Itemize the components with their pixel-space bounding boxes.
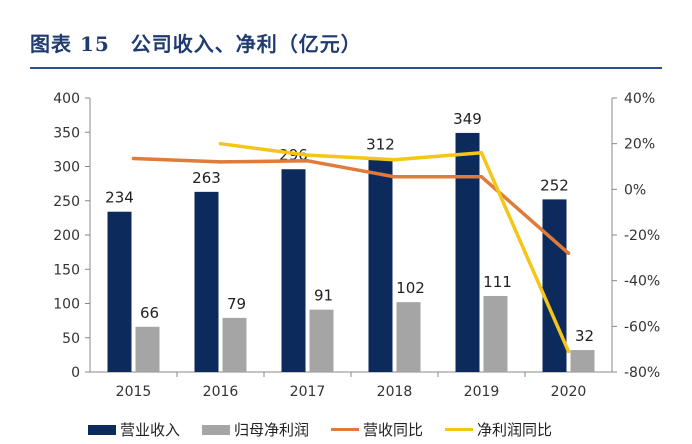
bar-net-profit <box>483 295 508 372</box>
point-profit-yoy <box>566 349 571 354</box>
bar-net-profit <box>135 326 160 372</box>
data-label-net-profit: 102 <box>396 279 425 297</box>
data-label-revenue: 349 <box>453 110 482 128</box>
legend-label-revenue-yoy: 营收同比 <box>363 421 424 439</box>
right-tick-label: -60% <box>624 319 660 335</box>
legend-label-profit-yoy: 净利润同比 <box>477 421 553 439</box>
line-profit-yoy <box>220 141 571 353</box>
bar-revenue <box>107 211 132 372</box>
left-tick-label: 100 <box>53 297 80 313</box>
data-label-net-profit: 66 <box>140 304 159 322</box>
left-tick-label: 0 <box>71 365 80 381</box>
point-revenue-yoy <box>305 158 310 163</box>
x-tick-label: 2020 <box>551 384 587 400</box>
legend-item-profit-yoy: 净利润同比 <box>445 419 552 440</box>
legend-swatch-revenue-yoy <box>331 428 360 431</box>
left-tick-label: 250 <box>53 194 80 210</box>
bar-revenue <box>194 191 219 372</box>
point-revenue-yoy <box>131 156 136 161</box>
legend-swatch-net-profit <box>202 424 231 435</box>
right-tick-label: 40% <box>624 91 655 107</box>
legend-label-revenue: 营业收入 <box>120 421 181 439</box>
data-label-revenue: 312 <box>366 135 395 153</box>
bar-net-profit <box>570 350 595 372</box>
legend-swatch-revenue <box>88 424 116 435</box>
bar-net-profit <box>309 309 334 372</box>
point-revenue-yoy <box>566 251 571 256</box>
point-revenue-yoy <box>218 160 223 164</box>
title-divider <box>30 67 662 69</box>
legend: 营业收入 归母净利润 营收同比 净利润同比 <box>88 419 574 440</box>
data-label-net-profit: 111 <box>483 273 512 291</box>
right-tick-label: -20% <box>624 228 660 244</box>
x-tick-label: 2018 <box>377 384 413 400</box>
legend-label-net-profit: 归母净利润 <box>234 421 310 439</box>
x-tick-label: 2019 <box>464 384 500 400</box>
x-tick-label: 2015 <box>116 384 152 400</box>
data-label-revenue: 263 <box>192 169 221 187</box>
right-tick-label: 0% <box>624 182 646 198</box>
left-tick-label: 50 <box>62 331 80 347</box>
bar-revenue <box>368 158 393 372</box>
right-tick-label: -80% <box>624 365 660 381</box>
left-tick-label: 200 <box>53 228 80 244</box>
point-revenue-yoy <box>479 174 484 179</box>
legend-item-revenue-yoy: 营收同比 <box>331 419 423 440</box>
point-profit-yoy <box>479 151 484 155</box>
data-label-net-profit: 32 <box>575 327 594 345</box>
bar-revenue <box>542 199 567 372</box>
chart-title: 图表 15 公司收入、净利（亿元） <box>30 32 362 56</box>
point-profit-yoy <box>218 141 223 146</box>
left-tick-label: 400 <box>53 91 80 107</box>
bar-revenue <box>455 132 480 372</box>
right-tick-label: 20% <box>624 137 655 153</box>
point-profit-yoy <box>305 153 310 157</box>
data-label-revenue: 252 <box>540 176 569 194</box>
x-tick-label: 2016 <box>203 384 239 400</box>
point-profit-yoy <box>392 157 397 162</box>
data-label-revenue: 234 <box>105 189 134 207</box>
left-tick-label: 150 <box>53 262 80 278</box>
bar-revenue <box>281 169 306 372</box>
left-tick-label: 350 <box>53 125 80 141</box>
legend-item-net-profit: 归母净利润 <box>202 419 309 440</box>
right-tick-label: -40% <box>624 274 660 290</box>
left-tick-label: 300 <box>53 160 80 176</box>
x-tick-label: 2017 <box>290 384 326 400</box>
data-label-net-profit: 79 <box>227 295 246 313</box>
legend-item-revenue: 营业收入 <box>88 419 180 440</box>
bar-net-profit <box>222 317 247 372</box>
bar-net-profit <box>396 302 421 372</box>
legend-swatch-profit-yoy <box>445 428 474 431</box>
data-label-net-profit: 91 <box>314 287 333 305</box>
point-revenue-yoy <box>392 174 397 179</box>
